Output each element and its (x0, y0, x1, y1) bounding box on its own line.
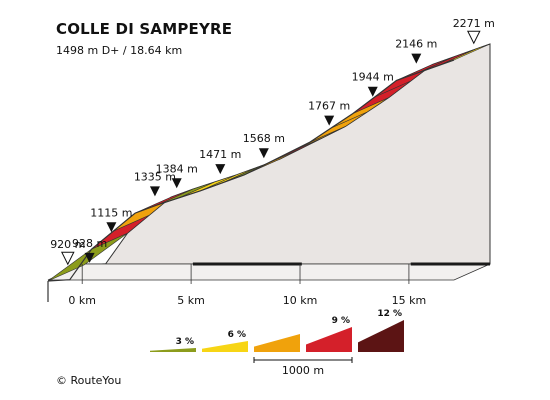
legend-label: 3 % (176, 337, 194, 347)
km-marker-icon (149, 186, 160, 197)
altitude-label: 1335 m (134, 170, 176, 183)
km-marker-icon (324, 115, 335, 126)
summit-marker-icon (466, 30, 481, 45)
routeyou-credit: © RouteYou (56, 374, 122, 387)
altitude-label: 2146 m (395, 38, 437, 51)
km-marker-icon (171, 178, 182, 189)
profile-front-edge (47, 59, 455, 282)
km-tick-label: 5 km (177, 294, 205, 307)
altitude-label: 928 m (72, 237, 107, 250)
profile-subtitle: 1498 m D+ / 18.64 km (56, 44, 183, 57)
km-marker-icon (215, 164, 226, 175)
legend-label: 12 % (377, 309, 402, 319)
altitude-label: 2271 m (453, 17, 495, 30)
altitude-label: 920 m (50, 238, 85, 251)
legend-swatch (254, 334, 300, 352)
km-marker-icon (367, 86, 378, 97)
km-marker-icon (106, 222, 117, 233)
legend-swatch (306, 327, 352, 352)
altitude-label: 1944 m (352, 71, 394, 84)
legend-label: 9 % (332, 316, 350, 326)
altitude-label: 1767 m (308, 100, 350, 113)
legend-swatch (202, 341, 248, 352)
altitude-label: 1471 m (199, 148, 241, 161)
legend-swatch (150, 348, 196, 352)
altitude-label: 1115 m (90, 206, 132, 219)
altitude-label: 1384 m (156, 162, 198, 175)
legend-scale-label: 1000 m (282, 364, 324, 377)
legend-swatch (358, 320, 404, 352)
km-tick-label: 0 km (68, 294, 96, 307)
km-marker-icon (411, 53, 422, 64)
altitude-label: 1568 m (243, 132, 285, 145)
km-tick-label: 10 km (283, 294, 318, 307)
km-marker-icon (84, 252, 95, 263)
km-marker-icon (258, 148, 269, 159)
km-tick-label: 15 km (392, 294, 427, 307)
profile-floor (47, 263, 491, 281)
legend-label: 6 % (228, 330, 246, 340)
start-marker-icon (60, 251, 75, 266)
profile-title: COLLE DI SAMPEYRE (56, 20, 233, 38)
